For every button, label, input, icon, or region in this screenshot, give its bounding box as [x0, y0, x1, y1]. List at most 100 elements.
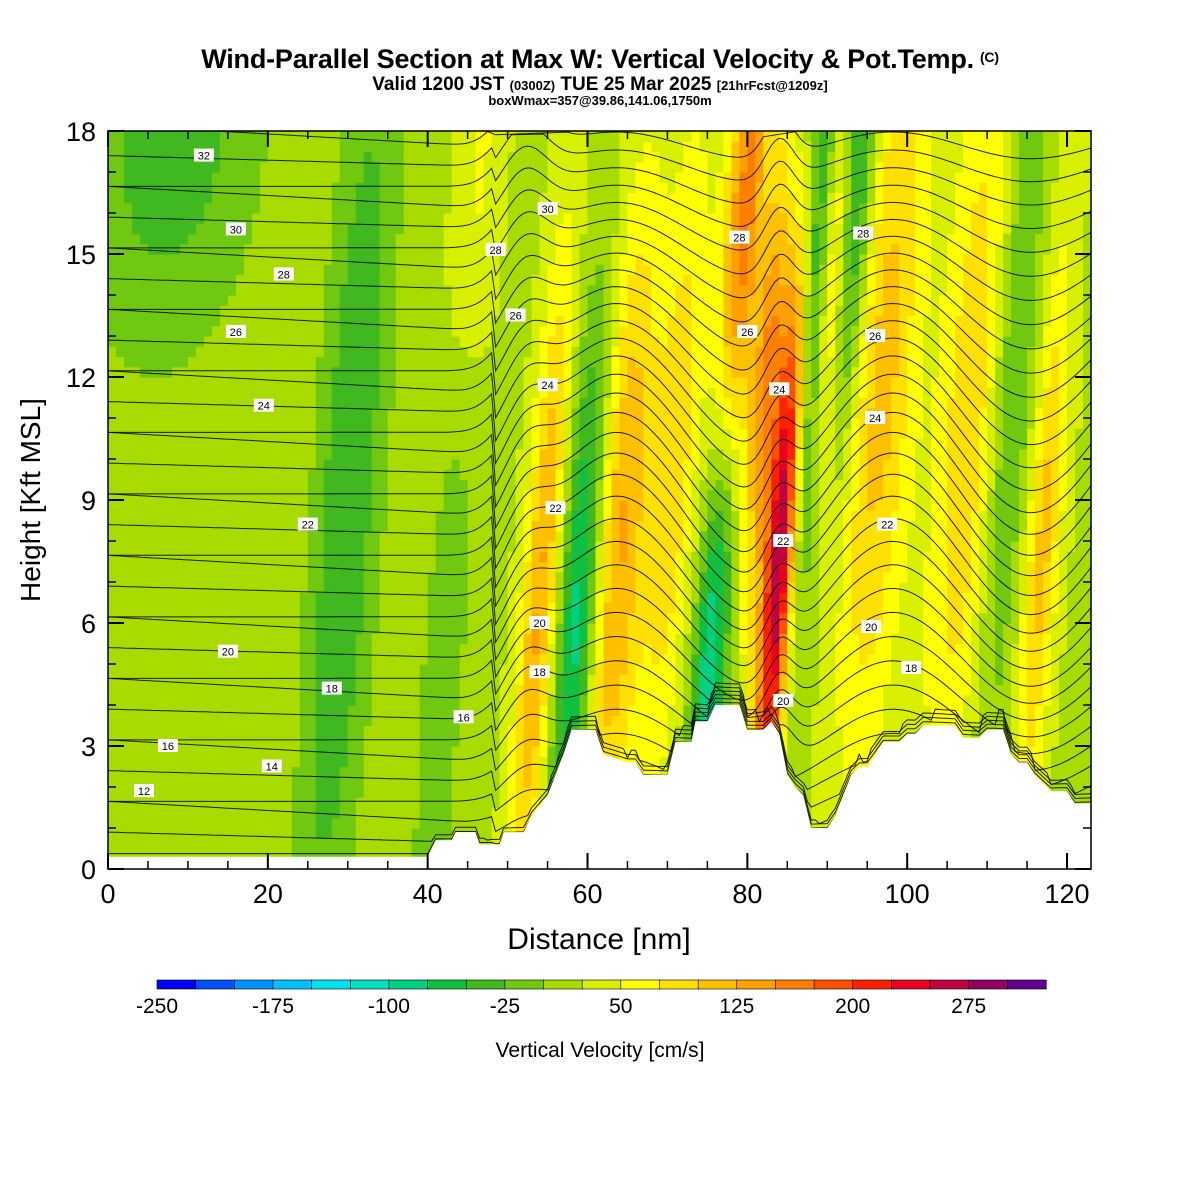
w-cell — [611, 202, 621, 214]
w-cell — [347, 766, 357, 778]
w-cell — [187, 633, 197, 645]
w-cell — [483, 561, 493, 573]
w-cell — [563, 582, 573, 593]
w-cell — [515, 735, 525, 747]
w-cell — [515, 797, 525, 809]
w-cell — [227, 807, 237, 819]
w-cell — [427, 807, 437, 819]
w-cell — [179, 459, 189, 470]
w-cell — [443, 653, 453, 665]
w-cell — [235, 407, 245, 419]
w-cell — [187, 315, 197, 327]
w-cell — [339, 295, 349, 306]
w-cell — [355, 500, 365, 511]
w-cell — [259, 725, 269, 737]
w-cell — [379, 397, 389, 409]
w-cell — [155, 725, 165, 737]
w-cell — [123, 213, 133, 224]
w-cell — [163, 684, 173, 696]
w-cell — [115, 715, 125, 727]
w-cell — [547, 561, 557, 573]
w-cell — [635, 459, 645, 470]
w-cell — [419, 602, 429, 614]
w-cell — [451, 561, 461, 573]
w-cell — [643, 182, 653, 194]
w-cell — [563, 377, 573, 388]
w-cell — [291, 571, 301, 583]
w-cell — [427, 817, 437, 829]
w-cell — [251, 325, 261, 337]
w-cell — [179, 623, 189, 634]
w-cell — [235, 387, 245, 399]
w-cell — [267, 161, 277, 173]
w-cell — [523, 141, 533, 153]
w-cell — [387, 336, 397, 347]
w-cell — [267, 274, 277, 286]
w-cell — [619, 254, 629, 265]
w-cell — [651, 541, 661, 552]
w-cell — [323, 305, 333, 317]
w-cell — [371, 407, 381, 419]
w-cell — [531, 274, 541, 286]
w-cell — [419, 776, 429, 788]
w-cell — [363, 151, 373, 163]
w-cell — [211, 582, 221, 593]
w-cell — [227, 694, 237, 706]
w-cell — [203, 131, 213, 142]
w-cell — [603, 336, 613, 347]
w-cell — [131, 325, 141, 337]
w-cell — [507, 797, 517, 809]
w-cell — [427, 325, 437, 337]
w-cell — [531, 141, 541, 153]
w-cell — [419, 202, 429, 214]
w-cell — [539, 571, 549, 583]
w-cell — [179, 274, 189, 286]
w-cell — [251, 766, 261, 778]
w-cell — [411, 459, 421, 470]
w-cell — [443, 602, 453, 614]
w-cell — [547, 192, 557, 204]
w-cell — [627, 561, 637, 573]
w-cell — [611, 674, 621, 686]
w-cell — [427, 530, 437, 542]
w-cell — [355, 397, 365, 409]
w-cell — [251, 807, 261, 819]
w-cell — [371, 233, 381, 245]
w-cell — [403, 838, 413, 850]
w-cell — [395, 151, 405, 163]
w-cell — [331, 725, 341, 737]
w-cell — [611, 233, 621, 245]
w-cell — [419, 295, 429, 306]
w-cell — [323, 254, 333, 265]
w-cell — [219, 664, 229, 675]
w-cell — [355, 817, 365, 829]
w-cell — [195, 274, 205, 286]
w-cell — [507, 418, 517, 429]
w-cell — [243, 469, 253, 481]
w-cell — [427, 479, 437, 491]
w-cell — [371, 643, 381, 655]
w-cell — [147, 192, 157, 204]
w-cell — [299, 715, 309, 727]
w-cell — [467, 243, 477, 255]
w-cell — [251, 582, 261, 593]
w-cell — [211, 151, 221, 163]
w-cell — [203, 838, 213, 850]
w-cell — [619, 243, 629, 255]
w-cell — [155, 684, 165, 696]
w-cell — [579, 448, 589, 460]
w-cell — [603, 571, 613, 583]
w-cell — [403, 674, 413, 686]
w-cell — [403, 756, 413, 768]
w-cell — [395, 520, 405, 532]
w-cell — [315, 243, 325, 255]
w-cell — [131, 653, 141, 665]
w-cell — [419, 582, 429, 593]
w-cell — [187, 182, 197, 194]
w-cell — [651, 254, 661, 265]
w-cell — [419, 315, 429, 327]
w-cell — [347, 694, 357, 706]
w-cell — [507, 295, 517, 306]
w-cell — [275, 387, 285, 399]
w-cell — [315, 151, 325, 163]
